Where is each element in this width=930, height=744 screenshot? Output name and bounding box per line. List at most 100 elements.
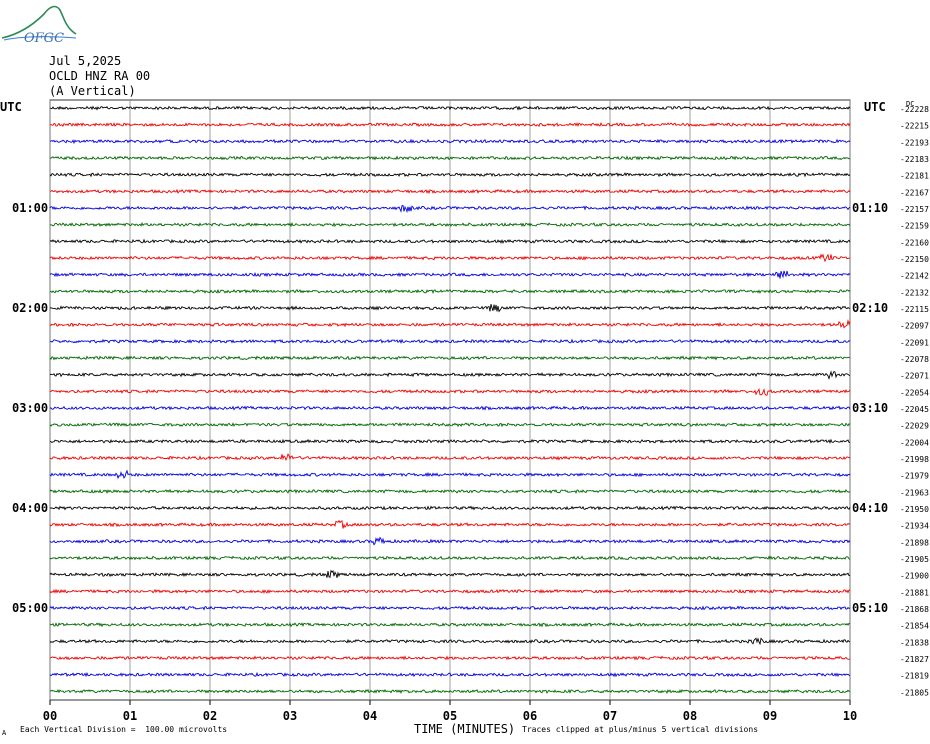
x-tick-label-10: 10: [843, 709, 857, 723]
scale-note: Each Vertical Division = 100.00 microvol…: [20, 725, 228, 734]
dc-offset-label: -22215: [900, 122, 929, 131]
trace-row-22: [49, 469, 851, 480]
dc-offset-label: -21881: [900, 588, 929, 597]
dc-offset-label: -21950: [900, 505, 929, 514]
trace-row-34: [49, 671, 851, 678]
footer-mark: A: [2, 729, 7, 737]
trace-row-18: [50, 405, 851, 411]
dc-offset-label: -22071: [900, 372, 929, 381]
dc-offset-label: -22115: [900, 305, 929, 314]
trace-row-11: [49, 288, 851, 295]
trace-row-30: [49, 605, 851, 611]
x-tick-label-01: 01: [123, 709, 137, 723]
trace-row-19: [49, 422, 851, 428]
plot-grid: [49, 99, 851, 705]
x-tick-label-08: 08: [683, 709, 697, 723]
ofgc-logo: OFGC: [1, 5, 77, 46]
trace-row-3: [49, 155, 851, 161]
right-hour-label: 01:10: [852, 201, 888, 215]
trace-row-1: [49, 121, 851, 128]
trace-row-24: [49, 505, 851, 511]
dc-offset-label: -21827: [900, 655, 929, 664]
logo-mountain-icon: [1, 5, 77, 39]
seismic-traces: [49, 105, 851, 694]
dc-offset-label: -21900: [900, 572, 929, 581]
dc-offset-label: -21838: [900, 638, 929, 647]
utc-right-label: UTC: [864, 100, 886, 114]
dc-offset-label: -22045: [900, 405, 929, 414]
component-label: (A Vertical): [49, 84, 136, 98]
dc-offset-label: -22150: [900, 255, 929, 264]
dc-offset-label: -21963: [900, 488, 929, 497]
trace-row-15: [49, 355, 851, 361]
x-tick-label-04: 04: [363, 709, 377, 723]
utc-left-label: UTC: [0, 100, 22, 114]
dc-offset-label: -21819: [900, 672, 929, 681]
right-hour-label: 02:10: [852, 301, 888, 315]
dc-offset-label: -21934: [900, 522, 929, 531]
logo-text: OFGC: [24, 31, 64, 46]
dc-offset-label: -21805: [900, 688, 929, 697]
right-hour-label: 04:10: [852, 501, 888, 515]
trace-row-6: [49, 205, 851, 214]
trace-row-0: [49, 105, 851, 111]
trace-row-29: [49, 588, 851, 594]
trace-row-25: [49, 519, 851, 529]
trace-row-28: [49, 569, 851, 579]
trace-row-32: [49, 637, 851, 646]
plot-labels: 00 01 02 03 04 05 06 07 08 09 10 -22228 -22215 -22193…: [12, 100, 929, 723]
trace-row-12: [49, 303, 851, 313]
dc-offset-label: -21854: [900, 622, 929, 631]
dc-offset-label: -22159: [900, 222, 929, 231]
trace-row-13: [49, 319, 851, 329]
dc-offset-label: -21979: [900, 472, 929, 481]
trace-row-17: [49, 388, 851, 396]
plot-date: Jul 5,2025: [49, 54, 122, 68]
right-hour-label: 05:10: [852, 601, 888, 615]
dc-offset-label: -22004: [900, 438, 929, 447]
x-tick-label-05: 05: [443, 709, 457, 723]
x-axis-title: TIME (MINUTES): [414, 722, 516, 736]
dc-offset-label: -21898: [900, 538, 929, 547]
trace-row-9: [49, 253, 851, 263]
dc-offset-label: -22091: [900, 338, 929, 347]
dc-offset-label: -21998: [900, 455, 929, 464]
trace-row-31: [49, 622, 851, 628]
trace-row-33: [49, 655, 851, 661]
trace-row-8: [49, 238, 851, 244]
dc-offset-label: -22054: [900, 388, 929, 397]
logo-swoosh-icon: [3, 36, 77, 41]
trace-row-4: [49, 172, 851, 178]
x-tick-label-02: 02: [203, 709, 217, 723]
dc-offset-label: -22097: [900, 322, 929, 331]
trace-row-27: [49, 555, 851, 561]
dc-offset-label: -22228: [900, 105, 929, 114]
dc-offset-label: -22183: [900, 155, 929, 164]
left-hour-label: 02:00: [12, 301, 48, 315]
dc-offset-label: -22132: [900, 288, 929, 297]
station-code: OCLD HNZ RA 00: [49, 69, 151, 83]
dc-offset-label: -22078: [900, 355, 929, 364]
trace-row-26: [49, 536, 851, 546]
right-hour-label: 03:10: [852, 401, 888, 415]
trace-row-10: [49, 270, 851, 279]
trace-row-21: [49, 453, 851, 462]
clip-note: Traces clipped at plus/minus 5 vertical …: [522, 725, 759, 734]
left-hour-label: 01:00: [12, 201, 48, 215]
trace-row-7: [49, 221, 851, 228]
x-tick-label-09: 09: [763, 709, 777, 723]
left-hour-label: 03:00: [12, 401, 48, 415]
dc-header-label: DC: [906, 100, 914, 108]
dc-offset-label: -22160: [900, 238, 929, 247]
trace-row-20: [49, 438, 851, 444]
dc-offset-label: -21868: [900, 605, 929, 614]
trace-row-14: [49, 338, 851, 344]
trace-row-5: [49, 188, 851, 195]
x-tick-label-03: 03: [283, 709, 297, 723]
dc-offset-label: -22181: [900, 172, 929, 181]
dc-offset-label: -22029: [900, 422, 929, 431]
dc-offset-label: -22167: [900, 188, 929, 197]
dc-offset-label: -21905: [900, 555, 929, 564]
dc-offset-label: -22157: [900, 205, 929, 214]
